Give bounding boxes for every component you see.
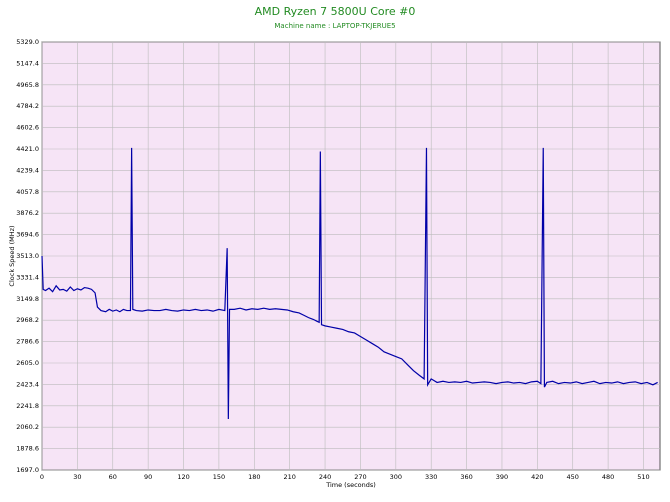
x-tick-label: 360 — [460, 473, 472, 481]
y-tick-label: 2968.2 — [16, 316, 39, 324]
x-tick-label: 210 — [283, 473, 295, 481]
x-tick-label: 270 — [354, 473, 366, 481]
x-tick-label: 150 — [213, 473, 225, 481]
x-tick-label: 450 — [567, 473, 579, 481]
y-tick-label: 3876.2 — [16, 209, 39, 217]
y-tick-label: 4057.8 — [16, 188, 39, 196]
y-tick-label: 4965.8 — [16, 81, 39, 89]
x-tick-label: 30 — [73, 473, 81, 481]
x-tick-label: 120 — [177, 473, 189, 481]
x-tick-label: 240 — [319, 473, 331, 481]
x-tick-label: 60 — [109, 473, 117, 481]
x-tick-label: 0 — [40, 473, 44, 481]
x-tick-label: 330 — [425, 473, 437, 481]
y-tick-label: 2605.0 — [16, 359, 39, 367]
y-tick-label: 2786.6 — [16, 338, 39, 346]
y-tick-label: 3694.6 — [16, 231, 39, 239]
y-tick-label: 5329.0 — [16, 38, 39, 46]
y-tick-label: 4239.4 — [16, 166, 39, 174]
chart-title: AMD Ryzen 7 5800U Core #0 — [255, 5, 416, 18]
y-tick-label: 3513.0 — [16, 252, 39, 260]
y-axis-label: Clock Speed (MHz) — [8, 225, 16, 286]
y-tick-label: 3331.4 — [16, 273, 39, 281]
y-tick-label: 1697.0 — [16, 466, 39, 474]
y-tick-label: 2241.8 — [16, 402, 39, 410]
y-tick-label: 1878.6 — [16, 445, 39, 453]
y-tick-label: 4602.6 — [16, 124, 39, 132]
x-tick-label: 420 — [531, 473, 543, 481]
y-tick-label: 5147.4 — [16, 59, 39, 67]
y-tick-label: 2423.4 — [16, 380, 39, 388]
y-tick-label: 4421.0 — [16, 145, 39, 153]
y-tick-label: 4784.2 — [16, 102, 39, 110]
x-tick-label: 180 — [248, 473, 260, 481]
data-line — [41, 147, 658, 419]
x-tick-label: 90 — [144, 473, 152, 481]
x-tick-label: 510 — [637, 473, 649, 481]
x-tick-label: 390 — [496, 473, 508, 481]
x-axis-label: Time (seconds) — [325, 481, 376, 489]
y-tick-label: 3149.8 — [16, 295, 39, 303]
x-tick-label: 300 — [390, 473, 402, 481]
x-tick-label: 480 — [602, 473, 614, 481]
y-tick-label: 2060.2 — [16, 423, 39, 431]
chart-subtitle: Machine name : LAPTOP-TKJERUE5 — [274, 22, 395, 30]
